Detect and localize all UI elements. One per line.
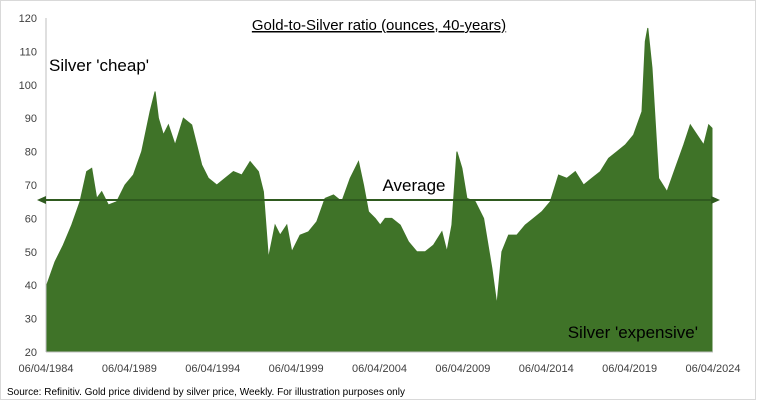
y-tick-label: 90 [25, 113, 37, 125]
y-tick-label: 50 [25, 247, 37, 259]
x-tick-label: 06/04/1984 [18, 363, 73, 375]
y-tick-label: 30 [25, 314, 37, 326]
y-tick-label: 70 [25, 180, 37, 192]
average-label: Average [382, 176, 445, 195]
source-note: Source: Refinitiv. Gold price dividend b… [7, 387, 405, 398]
x-tick-label: 06/04/1999 [269, 363, 324, 375]
chart-title: Gold-to-Silver ratio (ounces, 40-years) [252, 17, 506, 34]
x-tick-label: 06/04/2009 [435, 363, 490, 375]
y-tick-label: 110 [19, 46, 37, 58]
y-tick-labels: 20 30 40 50 60 70 80 90 100 110 120 [19, 13, 37, 359]
average-arrow-left-icon [37, 196, 46, 205]
x-tick-labels: 06/04/1984 06/04/1989 06/04/1994 06/04/1999… [18, 363, 740, 375]
y-tick-label: 60 [25, 213, 37, 225]
x-tick-label: 06/04/2024 [685, 363, 740, 375]
y-tick-label: 20 [25, 347, 37, 359]
ratio-area-series [46, 27, 713, 353]
average-arrow-right-icon [711, 196, 720, 205]
y-tick-label: 100 [19, 80, 37, 92]
x-tick-label: 06/04/2004 [352, 363, 407, 375]
x-tick-label: 06/04/2014 [519, 363, 574, 375]
y-tick-label: 120 [19, 13, 37, 25]
y-tick-label: 40 [25, 280, 37, 292]
average-layer: Average [37, 176, 720, 205]
annotation-silver-expensive: Silver 'expensive' [568, 323, 698, 342]
area-layer [46, 27, 713, 353]
annotation-silver-cheap: Silver 'cheap' [49, 56, 149, 75]
y-tick-label: 80 [25, 147, 37, 159]
axis-layer [45, 18, 713, 353]
x-tick-label: 06/04/2019 [602, 363, 657, 375]
x-tick-label: 06/04/1989 [102, 363, 157, 375]
x-tick-label: 06/04/1994 [185, 363, 240, 375]
